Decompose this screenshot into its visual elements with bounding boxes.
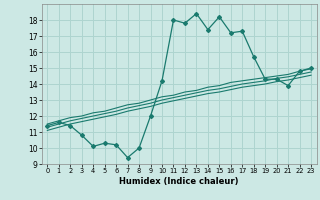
- X-axis label: Humidex (Indice chaleur): Humidex (Indice chaleur): [119, 177, 239, 186]
